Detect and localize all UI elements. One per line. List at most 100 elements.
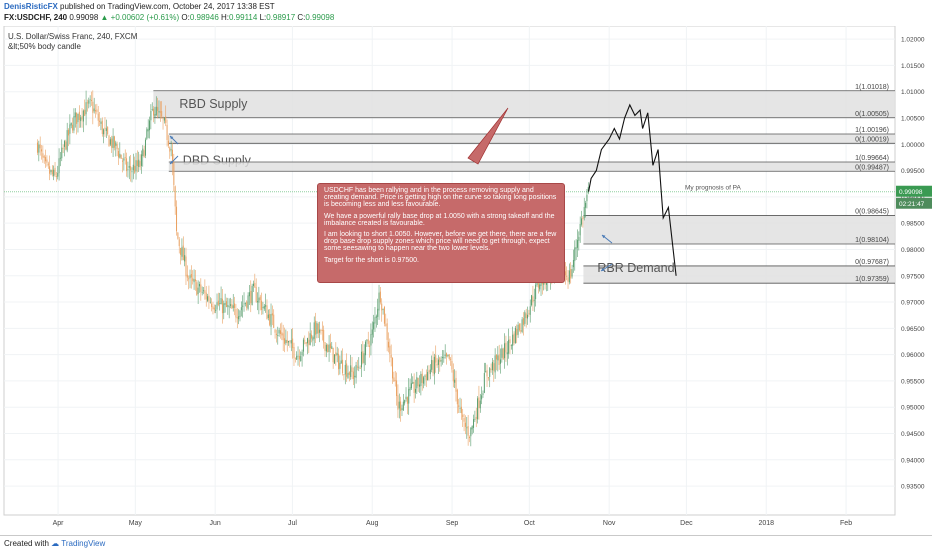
candles-layer (36, 90, 589, 447)
candle-body (234, 303, 236, 308)
candle-body (51, 169, 53, 175)
candle-body (439, 357, 441, 363)
close-label: C: (297, 13, 306, 22)
candle-body (475, 416, 477, 419)
candle-body (46, 159, 48, 163)
candle-body (405, 396, 407, 400)
candle-body (204, 290, 206, 294)
candle-body (497, 355, 499, 361)
candle-body (288, 340, 290, 343)
candle-body (176, 206, 178, 232)
candle-body (271, 313, 273, 316)
candle-body (54, 167, 56, 176)
author-link[interactable]: DenisRisticFX (4, 2, 58, 11)
candle-body (365, 341, 367, 356)
candle-body (151, 109, 153, 111)
candle-body (512, 334, 514, 346)
y-tick-label: 1.01000 (901, 89, 925, 96)
candle-body (41, 149, 43, 152)
candle-body (419, 384, 421, 387)
candle-body (521, 319, 523, 332)
candle-body (221, 298, 223, 314)
candle-body (201, 292, 203, 294)
candle-body (297, 355, 299, 357)
candle-body (344, 364, 346, 375)
candle-body (385, 324, 387, 326)
candle-body (111, 138, 113, 148)
note-paragraph-1: USDCHF has been rallying and in the proc… (324, 187, 557, 209)
y-tick-label: 0.97500 (901, 273, 925, 280)
candle-body (248, 292, 250, 297)
high-value: 0.99114 (229, 13, 258, 22)
candle-body (78, 111, 80, 120)
candle-body (235, 309, 237, 318)
candle-body (332, 347, 334, 363)
candle-body (401, 408, 403, 410)
zone-name-label: RBD Supply (179, 97, 248, 111)
x-tick-label: Apr (53, 520, 65, 527)
candle-body (247, 295, 249, 309)
candle-body (545, 281, 547, 285)
candle-body (147, 128, 149, 132)
candle-body (294, 358, 296, 360)
high-label: H: (221, 13, 229, 22)
candle-body (394, 379, 396, 381)
candle-body (451, 360, 453, 370)
candle-body (448, 354, 450, 360)
candle-body (360, 351, 362, 368)
tradingview-logo[interactable]: ☁ TradingView (51, 539, 106, 548)
candle-body (522, 318, 524, 325)
candle-body (170, 149, 172, 151)
low-label: L: (259, 13, 267, 22)
candle-body (142, 148, 144, 157)
candle-body (92, 101, 94, 113)
candle-body (224, 303, 226, 305)
candle-body (138, 159, 140, 167)
candle-body (136, 160, 138, 167)
candle-body (200, 284, 202, 293)
y-tick-label: 0.94500 (901, 431, 925, 438)
candle-body (257, 301, 259, 303)
chart-area[interactable]: 1(1.01018) 0(1.00505) RBD Supply 1(1.00196)… (0, 26, 932, 539)
x-tick-label: Nov (603, 520, 616, 527)
candle-body (513, 333, 515, 344)
candle-body (356, 366, 358, 368)
candle-body (74, 112, 76, 118)
candle-body (219, 303, 221, 305)
candle-body (107, 126, 109, 134)
y-tick-label: 0.96500 (901, 326, 925, 333)
candle-body (66, 130, 68, 151)
candle-body (50, 170, 52, 173)
candle-body (275, 333, 277, 335)
candle-body (378, 292, 380, 311)
candle-body (161, 111, 163, 117)
candle-body (462, 414, 464, 418)
candle-body (262, 307, 264, 308)
candle-body (441, 357, 443, 358)
candle-body (362, 351, 364, 363)
candle-body (207, 296, 209, 301)
candle-body (61, 147, 63, 159)
candle-body (251, 285, 253, 306)
candle-body (158, 110, 160, 113)
candle-body (194, 279, 196, 282)
candle-body (447, 354, 449, 356)
candle-body (468, 436, 470, 439)
candle-body (377, 308, 379, 317)
axes-layer: Apr May Jun Jul Aug Sep Oct Nov Dec 2018 Feb 1.0200… (53, 37, 932, 527)
candle-body (88, 100, 90, 104)
candle-body (232, 305, 234, 308)
x-tick-label: Feb (840, 520, 852, 527)
candle-body (254, 282, 256, 288)
candle-body (327, 344, 329, 353)
candle-body (315, 320, 317, 335)
candle-body (374, 317, 376, 324)
y-tick-label: 1.00000 (901, 142, 925, 149)
x-tick-label: Dec (680, 520, 693, 527)
candle-body (259, 296, 261, 301)
candle-body (281, 332, 283, 336)
candle-body (69, 124, 71, 134)
candle-body (325, 345, 327, 352)
candle-body (309, 333, 311, 345)
note-paragraph-4: Target for the short is 0.97500. (324, 256, 419, 264)
